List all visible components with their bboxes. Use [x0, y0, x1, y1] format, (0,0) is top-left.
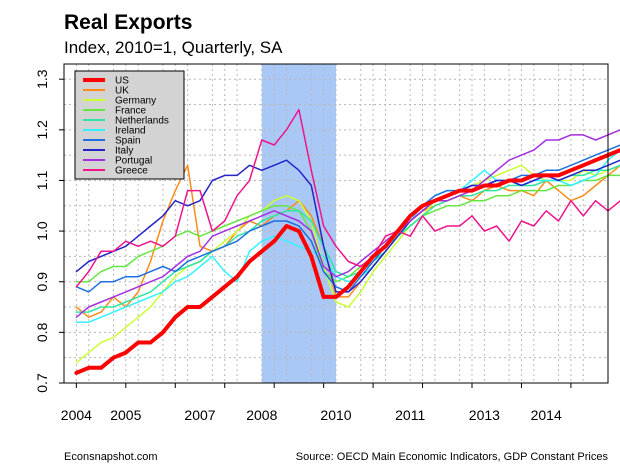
x-tick-label: 2005 — [110, 407, 141, 423]
footer-site: Econsnapshot.com — [64, 451, 158, 463]
x-tick-label: 2013 — [469, 407, 500, 423]
legend-label-ireland: Ireland — [115, 126, 146, 137]
x-tick-label: 2004 — [61, 407, 92, 423]
y-tick-label: 0.8 — [34, 322, 50, 342]
legend-label-us: US — [115, 76, 129, 87]
plot-frame — [63, 63, 609, 384]
x-tick-label: 2010 — [320, 407, 351, 423]
y-tick-label: 1.2 — [34, 120, 50, 140]
y-tick-label: 1.3 — [34, 69, 50, 89]
y-tick-label: 1.1 — [34, 171, 50, 191]
series-line-greece — [75, 108, 620, 288]
series-line-germany — [75, 164, 620, 364]
chart-title: Real Exports — [64, 11, 192, 34]
legend-label-greece: Greece — [115, 166, 148, 177]
legend-label-germany: Germany — [115, 96, 156, 107]
axes-layer: 0.7 0.8 0.9 1.0 1.1 1.2 1.3 2004 2005 2007 2008 201… — [34, 63, 609, 423]
legend: USUKGermanyFranceNetherlandsIrelandSpain… — [74, 70, 185, 180]
legend-label-france: France — [115, 106, 147, 117]
x-tick-label: 2008 — [246, 407, 277, 423]
legend-label-spain: Spain — [115, 136, 141, 147]
y-tick-label: 1.0 — [34, 221, 50, 241]
y-tick-label: 0.7 — [34, 373, 50, 393]
x-tick-label: 2014 — [531, 407, 562, 423]
series-layer — [74, 108, 620, 375]
series-line-italy — [75, 159, 620, 293]
y-tick-label: 0.9 — [34, 272, 50, 292]
x-tick-label: 2011 — [395, 407, 425, 423]
footer-source: Source: OECD Main Economic Indicators, G… — [296, 451, 609, 463]
legend-label-netherlands: Netherlands — [115, 116, 169, 127]
chart-subtitle: Index, 2010=1, Quarterly, SA — [64, 38, 283, 57]
legend-label-uk: UK — [115, 86, 129, 97]
x-tick-label: 2007 — [184, 407, 215, 423]
series-line-us — [74, 148, 620, 375]
legend-label-portugal: Portugal — [115, 156, 152, 167]
legend-label-italy: Italy — [115, 146, 133, 157]
